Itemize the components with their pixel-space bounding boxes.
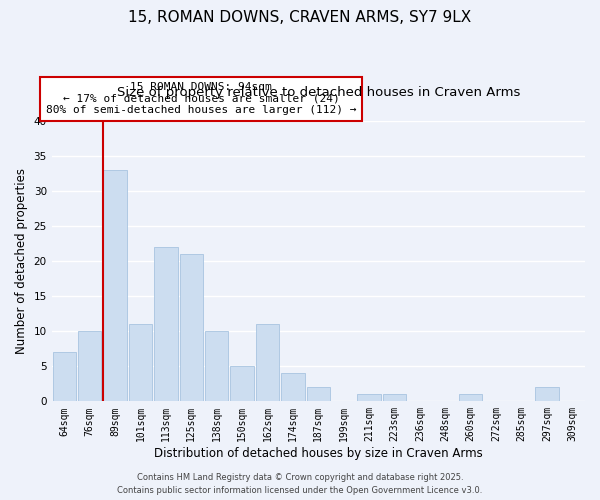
Bar — [154, 247, 178, 402]
Bar — [179, 254, 203, 402]
Title: Size of property relative to detached houses in Craven Arms: Size of property relative to detached ho… — [116, 86, 520, 99]
Text: 15, ROMAN DOWNS, CRAVEN ARMS, SY7 9LX: 15, ROMAN DOWNS, CRAVEN ARMS, SY7 9LX — [128, 10, 472, 25]
Y-axis label: Number of detached properties: Number of detached properties — [15, 168, 28, 354]
Bar — [358, 394, 381, 402]
Bar — [535, 388, 559, 402]
Bar — [307, 388, 330, 402]
Bar — [53, 352, 76, 402]
Bar — [129, 324, 152, 402]
Bar — [103, 170, 127, 402]
Bar — [256, 324, 279, 402]
Bar — [205, 331, 229, 402]
Text: Contains HM Land Registry data © Crown copyright and database right 2025.
Contai: Contains HM Land Registry data © Crown c… — [118, 474, 482, 495]
Bar — [78, 331, 101, 402]
Bar — [383, 394, 406, 402]
Text: 15 ROMAN DOWNS: 94sqm
← 17% of detached houses are smaller (24)
80% of semi-deta: 15 ROMAN DOWNS: 94sqm ← 17% of detached … — [46, 82, 356, 116]
Bar — [281, 374, 305, 402]
Bar — [459, 394, 482, 402]
Bar — [230, 366, 254, 402]
X-axis label: Distribution of detached houses by size in Craven Arms: Distribution of detached houses by size … — [154, 447, 483, 460]
